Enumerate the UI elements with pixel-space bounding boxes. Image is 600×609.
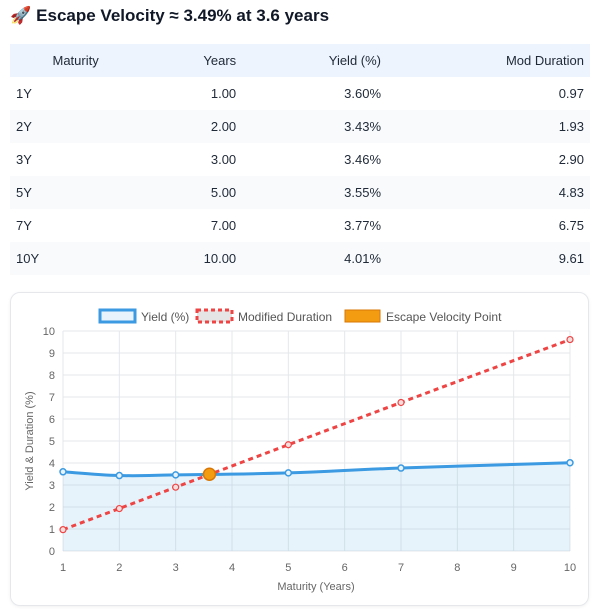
table-row: 3Y 3.00 3.46% 2.90 [10, 143, 590, 176]
table-cell: 3.46% [344, 152, 382, 167]
legend-swatch [98, 308, 137, 324]
y-tick-label: 1 [49, 524, 55, 536]
x-tick-label: 5 [285, 562, 291, 574]
x-tick-label: 3 [173, 562, 179, 574]
table-cell: 9.61 [387, 242, 590, 275]
x-tick-label: 4 [229, 562, 235, 574]
yield-point [284, 469, 293, 477]
duration-point [566, 335, 574, 344]
yield-area [63, 462, 570, 551]
legend-label: Escape Velocity Point [386, 310, 502, 324]
y-tick-label: 3 [49, 480, 55, 492]
table-cell: 4.83 [387, 176, 590, 209]
table-cell: 2.90 [558, 152, 584, 167]
table-cell: 1.93 [387, 110, 590, 143]
table-cell: 1Y [16, 86, 32, 101]
table-cell: 3Y [16, 152, 32, 167]
table-cell: 10.00 [141, 242, 243, 275]
legend-swatch [344, 309, 381, 323]
table-cell: 10Y [10, 242, 142, 275]
x-tick-label: 10 [564, 562, 576, 574]
table-row: 2Y 2.00 3.43% 1.93 [10, 110, 590, 143]
yield-point [397, 464, 405, 472]
duration-line [62, 338, 571, 532]
duration-point [397, 398, 405, 407]
yield-point [566, 459, 574, 467]
table-cell: 0.97 [558, 86, 584, 101]
column-header: Mod Duration [387, 44, 590, 77]
escape-velocity-point [202, 467, 217, 481]
y-tick-label: 7 [49, 392, 55, 404]
y-tick-label: 4 [49, 458, 55, 470]
duration-point [172, 483, 180, 491]
table-cell: 3.77% [344, 218, 382, 233]
y-tick-label: 10 [43, 326, 55, 338]
y-tick-label: 6 [49, 414, 55, 426]
table-row: 7Y 7.00 3.77% 6.75 [10, 209, 590, 242]
column-header: Years [141, 44, 243, 77]
column-header: Maturity [10, 44, 142, 77]
table-cell: 5Y [10, 176, 142, 209]
table-cell: 3.55% [242, 176, 388, 209]
yield-point [115, 471, 124, 480]
table-row: 10Y 10.00 4.01% 9.61 [10, 242, 590, 275]
y-tick-label: 5 [49, 436, 55, 448]
maturity-table: Maturity Years Yield (%) Mod Duration 1Y 1.00… [10, 44, 590, 275]
x-tick-label: 1 [60, 562, 66, 574]
y-tick-label: 8 [49, 370, 55, 382]
y-tick-label: 2 [49, 502, 55, 514]
table-cell: 7.00 [210, 218, 237, 233]
page-title: 🚀 Escape Velocity ≈ 3.49% at 3.6 years [10, 6, 330, 25]
table-cell: 3.60% [344, 86, 382, 101]
table-cell: 7Y [16, 218, 32, 233]
table-row: 5Y 5.00 3.55% 4.83 [10, 176, 590, 209]
yield-point [59, 468, 67, 476]
yield-point [171, 471, 180, 479]
table-cell: 6.75 [558, 218, 584, 233]
legend-swatch [195, 308, 234, 324]
duration-point [115, 504, 123, 513]
legend-label: Modified Duration [238, 310, 332, 324]
y-axis-title: Yield & Duration (%) [24, 391, 36, 490]
table-cell: 2Y [10, 110, 142, 143]
table-cell: 3.43% [242, 110, 388, 143]
x-tick-label: 6 [342, 562, 348, 574]
y-tick-label: 9 [49, 348, 55, 360]
y-tick-label: 0 [49, 546, 55, 558]
column-header: Yield (%) [242, 44, 388, 77]
table-cell: 5.00 [141, 176, 243, 209]
table-cell: 1.00 [210, 86, 237, 101]
legend-label: Yield (%) [141, 310, 189, 324]
rocket-icon: 🚀 [10, 6, 32, 25]
x-axis-title: Maturity (Years) [277, 581, 354, 593]
x-tick-label: 2 [116, 562, 122, 574]
table-row: 1Y 1.00 3.60% 0.97 [10, 77, 590, 110]
table-cell: 2.00 [141, 110, 243, 143]
duration-point [284, 441, 292, 449]
table-cell: 4.01% [242, 242, 388, 275]
duration-point [59, 526, 67, 534]
x-tick-label: 7 [398, 562, 404, 574]
table-cell: 3.00 [210, 152, 237, 167]
x-tick-label: 8 [454, 562, 460, 574]
x-tick-label: 9 [511, 562, 517, 574]
